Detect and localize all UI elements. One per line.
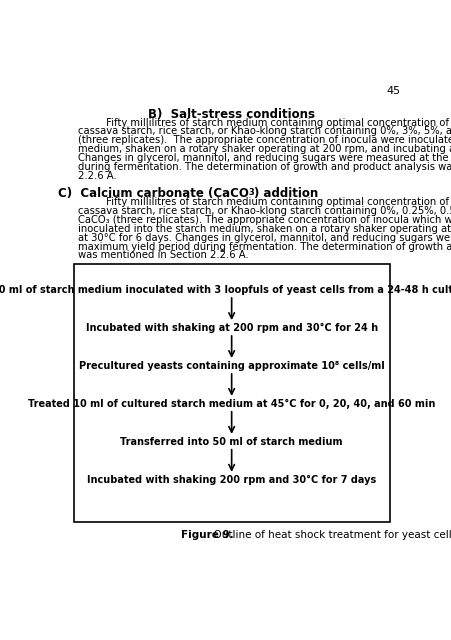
Text: B)  Salt-stress conditions: B) Salt-stress conditions — [148, 108, 314, 120]
Text: Precultured yeasts containing approximate 10⁸ cells/ml: Precultured yeasts containing approximat… — [78, 362, 384, 371]
Text: during fermentation. The determination of growth and product analysis was mentio: during fermentation. The determination o… — [78, 162, 451, 172]
Text: was mentioned in Section 2.2.6 A.: was mentioned in Section 2.2.6 A. — [78, 250, 249, 260]
Text: 50 ml of starch medium inoculated with 3 loopfuls of yeast cells from a 24-48 h : 50 ml of starch medium inoculated with 3… — [0, 285, 451, 296]
Text: (three replicates).  The appropriate concentration of inocula were inoculated in: (three replicates). The appropriate conc… — [78, 135, 451, 145]
Text: CaCO₃ (three replicates). The appropriate concentration of inocula which was 24-: CaCO₃ (three replicates). The appropriat… — [78, 215, 451, 225]
Bar — [74, 264, 389, 522]
Text: cassava starch, rice starch, or Khao-klong starch containing 0%, 3%, 5%, and 7% : cassava starch, rice starch, or Khao-klo… — [78, 127, 451, 136]
Text: Changes in glycerol, mannitol, and reducing sugars were measured at the maximum : Changes in glycerol, mannitol, and reduc… — [78, 153, 451, 163]
Text: Treated 10 ml of cultured starch medium at 45°C for 0, 20, 40, and 60 min: Treated 10 ml of cultured starch medium … — [28, 399, 434, 410]
Text: ) addition: ) addition — [253, 188, 318, 200]
Text: cassava starch, rice starch, or Khao-klong starch containing 0%, 0.25%, 0.5%, an: cassava starch, rice starch, or Khao-klo… — [78, 206, 451, 216]
Text: Fifty millilitres of starch medium containing optimal concentration of either: Fifty millilitres of starch medium conta… — [78, 118, 451, 127]
Text: Incubated with shaking at 200 rpm and 30°C for 24 h: Incubated with shaking at 200 rpm and 30… — [85, 323, 377, 333]
Text: 2.2.6 A.: 2.2.6 A. — [78, 171, 117, 180]
Text: Transferred into 50 ml of starch medium: Transferred into 50 ml of starch medium — [120, 437, 342, 447]
Text: C)  Calcium carbonate (CaCO: C) Calcium carbonate (CaCO — [58, 188, 248, 200]
Text: maximum yield period during fermentation. The determination of growth and produc: maximum yield period during fermentation… — [78, 241, 451, 252]
Text: at 30°C for 6 days. Changes in glycerol, mannitol, and reducing sugars were meas: at 30°C for 6 days. Changes in glycerol,… — [78, 233, 451, 243]
Text: Incubated with shaking 200 rpm and 30°C for 7 days: Incubated with shaking 200 rpm and 30°C … — [87, 475, 375, 485]
Text: Fifty millilitres of starch medium containing optimal concentration of either: Fifty millilitres of starch medium conta… — [78, 197, 451, 207]
Text: 45: 45 — [386, 86, 400, 96]
Text: medium, shaken on a rotary shaker operating at 200 rpm, and incubating at 30°C f: medium, shaken on a rotary shaker operat… — [78, 144, 451, 154]
Text: Outline of heat shock treatment for yeast cells.: Outline of heat shock treatment for yeas… — [207, 529, 451, 540]
Text: inoculated into the starch medium, shaken on a rotary shaker operating at 200 rp: inoculated into the starch medium, shake… — [78, 224, 451, 234]
Text: Figure 9.: Figure 9. — [181, 529, 233, 540]
Text: 3: 3 — [248, 188, 254, 198]
